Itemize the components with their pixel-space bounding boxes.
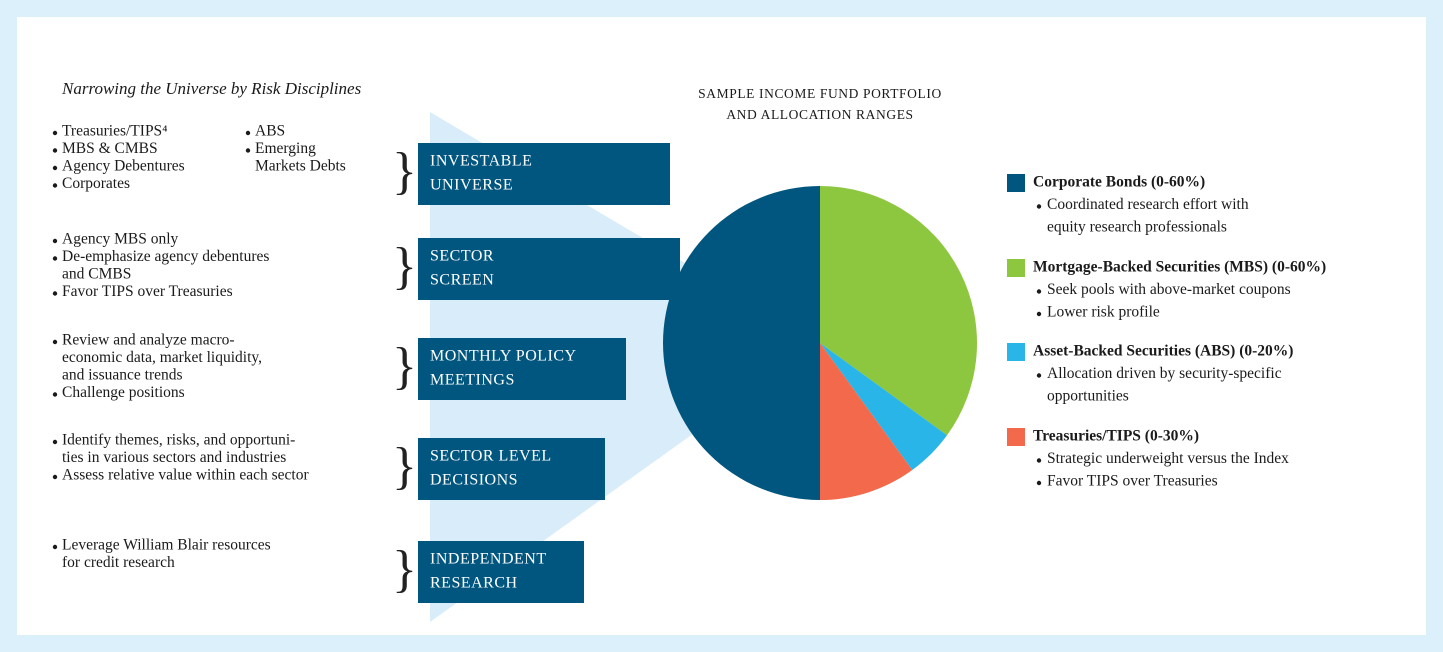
step-box (418, 438, 605, 500)
bullet (52, 392, 58, 397)
step-box (418, 238, 680, 300)
legend-label: Treasuries/TIPS (0-30%) (1033, 428, 1199, 445)
legend-swatch (1007, 259, 1025, 277)
step-label: SECTOR LEVEL (430, 448, 552, 465)
bullet (1036, 480, 1042, 486)
bullet-text: Corporates (62, 175, 130, 192)
brace: } (392, 238, 417, 295)
step-label: MEETINGS (430, 372, 515, 389)
bullet-text: and issuance trends (62, 367, 183, 384)
bullet-text: Challenge positions (62, 384, 185, 401)
bullet-text: MBS & CMBS (62, 140, 158, 157)
brace: } (392, 438, 417, 495)
bullet (1036, 204, 1042, 209)
bullet (52, 256, 58, 261)
step-box (418, 143, 670, 205)
step-box (418, 541, 584, 603)
pie-slice (820, 343, 913, 500)
bullet-text: ties in various sectors and industries (62, 449, 286, 466)
legend-swatch (1007, 174, 1025, 192)
legend-label: Corporate Bonds (0-60%) (1033, 174, 1205, 191)
bullet-text: for credit research (62, 554, 175, 571)
bullet (1036, 311, 1042, 317)
legend-note: Favor TIPS over Treasuries (1047, 473, 1218, 490)
bullet (52, 165, 58, 171)
bullet-text: Favor TIPS over Treasuries (62, 283, 233, 300)
legend-label: Asset-Backed Securities (ABS) (0-20%) (1033, 343, 1293, 360)
legend-note: Allocation driven by security-specific (1047, 365, 1282, 382)
legend-label: Mortgage-Backed Securities (MBS) (0-60%) (1033, 259, 1326, 276)
bullet-text: Emerging (255, 140, 316, 157)
bullet (52, 339, 58, 345)
pie-slice (663, 186, 820, 500)
legend-note: Lower risk profile (1047, 304, 1160, 321)
chart-title: SAMPLE INCOME FUND PORTFOLIO (698, 86, 942, 101)
bullet (52, 148, 58, 153)
pie-slice (820, 343, 948, 471)
chart-title: AND ALLOCATION RANGES (726, 107, 913, 122)
bullet-text: Leverage William Blair resources (62, 537, 271, 554)
legend-swatch (1007, 343, 1025, 361)
bullet-text: Assess relative value within each sector (62, 467, 309, 484)
bullet-text: and CMBS (62, 266, 131, 283)
bullet (52, 238, 58, 244)
step-label: UNIVERSE (430, 177, 513, 194)
step-label: SCREEN (430, 272, 494, 289)
bullet (1036, 458, 1042, 463)
bullet (1036, 289, 1042, 294)
step-label: INVESTABLE (430, 153, 532, 170)
bullet-text: Agency Debentures (62, 158, 185, 175)
pie-slice (820, 186, 977, 436)
bullet (52, 183, 58, 188)
legend-note: Coordinated research effort with (1047, 196, 1249, 213)
bullet (52, 474, 58, 480)
bullet-text: Markets Debts (255, 158, 346, 175)
bullet-text: Agency MBS only (62, 231, 179, 248)
brace: } (392, 541, 417, 598)
brace: } (392, 143, 417, 200)
bullet-text: Treasuries/TIPS⁴ (62, 123, 168, 140)
legend-note: Strategic underweight versus the Index (1047, 450, 1289, 467)
bullet (52, 439, 58, 445)
bullet (245, 130, 251, 136)
bullet (1036, 373, 1042, 378)
step-label: INDEPENDENT (430, 551, 547, 568)
bullet (52, 130, 58, 136)
bullet (52, 544, 58, 550)
bullet (52, 291, 58, 296)
legend-note: opportunities (1047, 388, 1129, 405)
brace: } (392, 338, 417, 395)
step-label: RESEARCH (430, 575, 518, 592)
title: Narrowing the Universe by Risk Disciplin… (61, 79, 362, 98)
bullet-text: De-emphasize agency debentures (62, 248, 269, 265)
step-label: DECISIONS (430, 472, 518, 489)
step-box (418, 338, 626, 400)
bullet-text: Identify themes, risks, and opportuni- (62, 432, 295, 449)
bullet-text: ABS (255, 123, 285, 140)
legend-note: Seek pools with above-market coupons (1047, 281, 1291, 298)
bullet-text: economic data, market liquidity, (62, 349, 262, 366)
bullet (245, 148, 251, 153)
bullet-text: Review and analyze macro- (62, 332, 235, 349)
step-label: SECTOR (430, 248, 494, 265)
legend-swatch (1007, 428, 1025, 446)
legend-note: equity research professionals (1047, 219, 1227, 236)
step-label: MONTHLY POLICY (430, 348, 577, 365)
